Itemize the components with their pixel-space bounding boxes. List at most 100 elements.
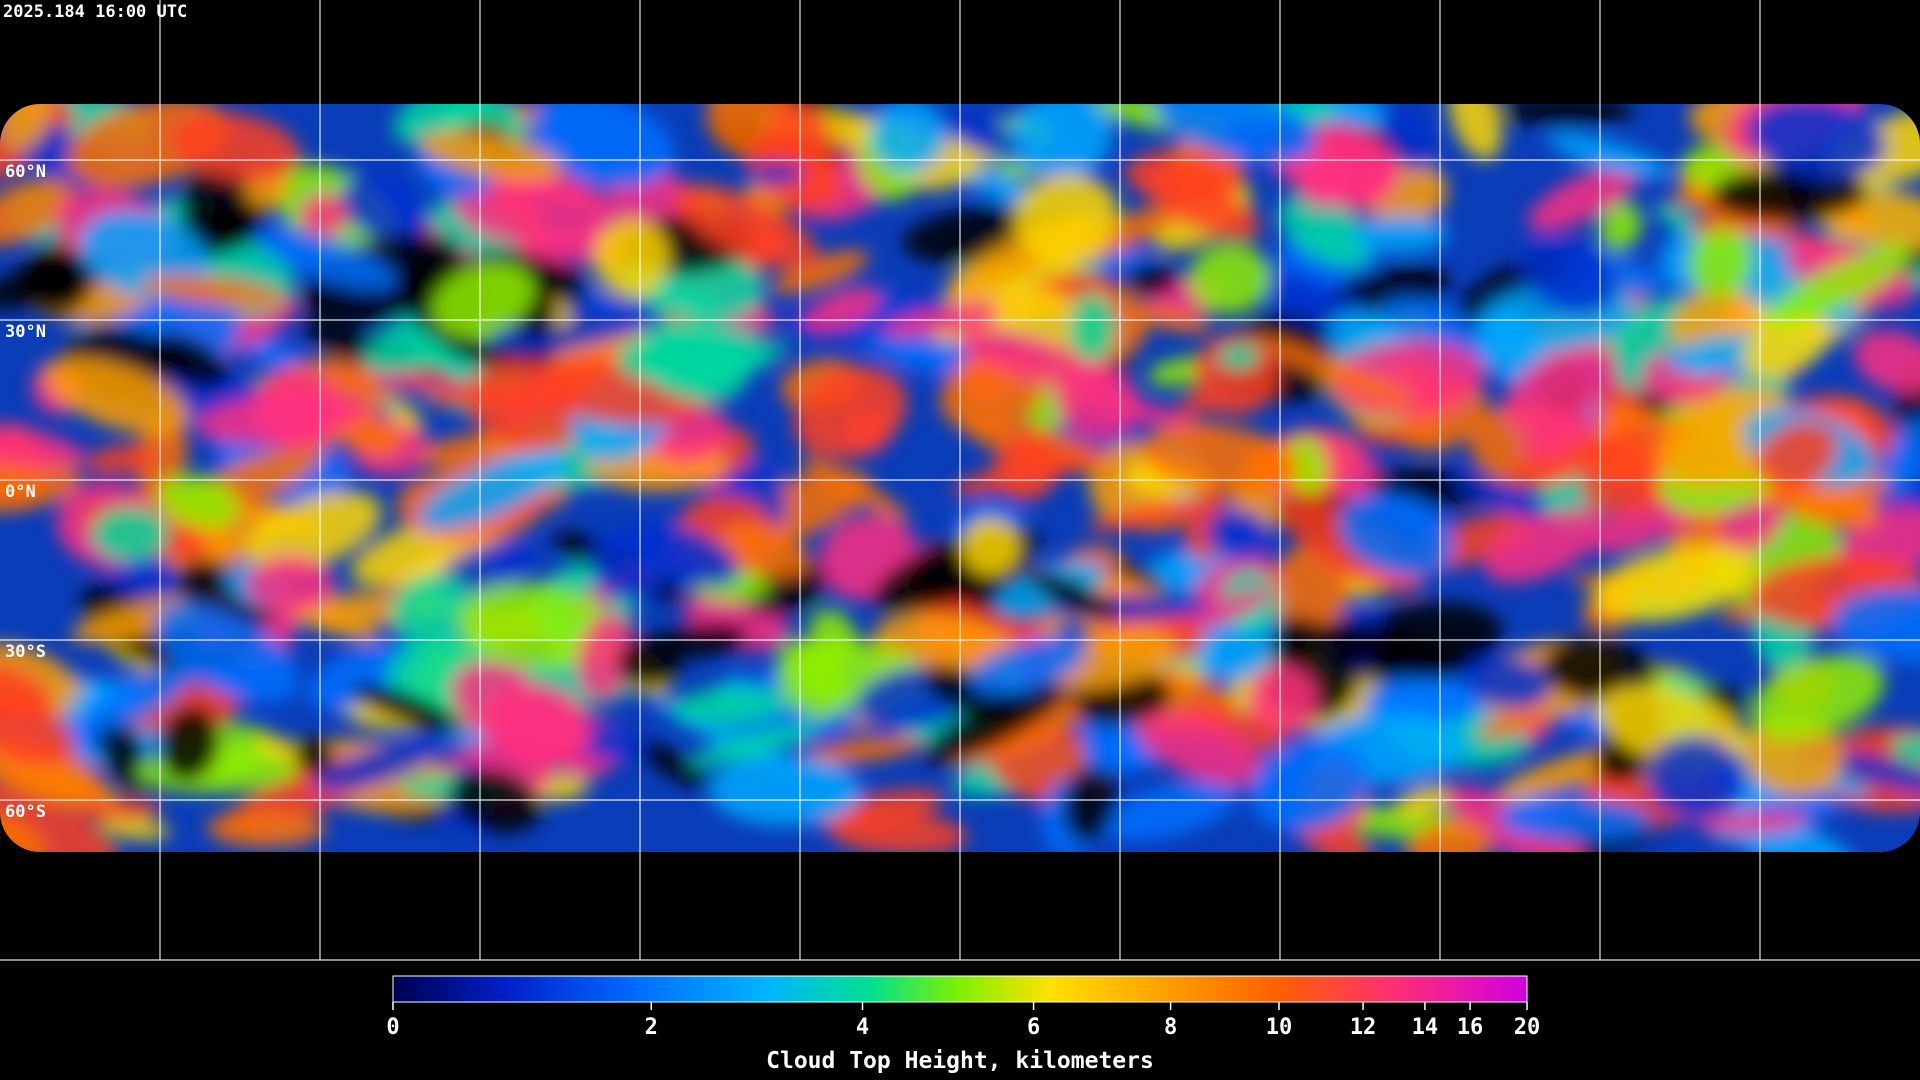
latitude-label: 60°S xyxy=(5,802,46,822)
cloud-blob xyxy=(576,611,636,701)
cloud-blob xyxy=(1381,104,1434,171)
cloud-blob xyxy=(1755,421,1838,490)
cloud-blob xyxy=(1499,104,1635,126)
cloud-blob xyxy=(158,706,221,782)
latitude-label: 0°N xyxy=(5,482,36,502)
cloud-blob xyxy=(452,167,613,249)
cloud-blob xyxy=(150,333,229,388)
timestamp: 2025.184 16:00 UTC xyxy=(3,2,187,22)
cloud-blob xyxy=(529,104,675,188)
cloud-blob xyxy=(777,638,846,721)
cloud-blob xyxy=(85,444,160,475)
cloud-blob xyxy=(1143,171,1261,240)
cloud-blob xyxy=(81,663,194,733)
cloud-blob xyxy=(923,665,1019,720)
colorbar-tick-label: 0 xyxy=(386,1015,399,1040)
cloud-blob xyxy=(1496,796,1651,843)
cloud-blob xyxy=(134,420,188,491)
cloud-blob xyxy=(312,738,443,793)
cloud-blob xyxy=(486,682,591,767)
cloud-blob xyxy=(960,517,1021,576)
cloud-blob xyxy=(75,797,162,821)
cloud-blob xyxy=(293,736,334,775)
cloud-blob xyxy=(256,227,397,291)
cloud-blob xyxy=(1746,104,1887,180)
cloud-blob xyxy=(1128,304,1212,333)
cloud-blob xyxy=(617,635,682,689)
cloud-blob xyxy=(1352,216,1449,254)
cloud-blob xyxy=(1011,104,1113,179)
colorbar-tick-label: 10 xyxy=(1266,1015,1293,1040)
cloud-blob xyxy=(670,686,790,726)
cloud-blob xyxy=(0,422,86,468)
cloud-blob xyxy=(1188,243,1272,315)
cloud-blob xyxy=(1646,735,1747,820)
cloud-blob xyxy=(154,602,299,704)
cloud-blob xyxy=(1068,292,1116,363)
cloud-blob xyxy=(1406,819,1492,852)
cloud-blob xyxy=(1688,227,1753,298)
cloud-blob xyxy=(1853,329,1920,395)
colorbar-title: Cloud Top Height, kilometers xyxy=(766,1048,1154,1074)
cloud-blob xyxy=(1137,712,1266,786)
cloud-blob xyxy=(1593,543,1757,623)
cloud-blob xyxy=(674,184,819,269)
cloud-blob xyxy=(246,554,335,614)
cloud-blob xyxy=(708,755,862,827)
cloud-blob xyxy=(1217,342,1261,370)
cloud-blob xyxy=(0,178,76,247)
colorbar-tick-label: 4 xyxy=(856,1015,869,1040)
cloud-blob xyxy=(1082,745,1161,774)
cloud-blob xyxy=(1599,202,1643,251)
cloud-blob xyxy=(458,581,614,670)
cloud-blob xyxy=(636,741,715,790)
cloud-blob xyxy=(1479,707,1548,739)
cloud-blob xyxy=(417,449,570,532)
cloud-blob xyxy=(141,274,286,308)
cloud-blob xyxy=(593,218,670,298)
cloud-blob xyxy=(244,491,382,574)
cloud-blob xyxy=(1247,664,1319,737)
cloud-blob xyxy=(1028,571,1116,619)
cloud-blob xyxy=(1503,346,1619,431)
cloud-blob xyxy=(802,286,881,333)
cloud-blob xyxy=(803,736,923,764)
cloud-blob xyxy=(1013,173,1120,263)
cloud-blob xyxy=(689,724,818,767)
cloud-blob xyxy=(1206,508,1271,561)
cloud-blob xyxy=(1155,104,1317,164)
cloud-blob xyxy=(24,244,93,315)
cloud-blob xyxy=(95,713,150,792)
colorbar-tick-label: 2 xyxy=(645,1015,658,1040)
cloud-blob xyxy=(968,636,1088,696)
cloud-blob xyxy=(1328,340,1486,419)
cloud-blob xyxy=(1890,733,1920,766)
cloud-blob xyxy=(1285,435,1327,494)
cloud-blob xyxy=(419,130,563,182)
cloud-blob xyxy=(168,112,301,182)
cloud-blob xyxy=(1450,472,1559,525)
cloud-blob xyxy=(206,808,326,848)
latitude-labels: 60°N 30°N 0°N 30°S 60°S xyxy=(5,162,46,822)
cloud-blob xyxy=(392,104,493,145)
cloud-blob xyxy=(1750,654,1885,739)
colorbar-tick-label: 14 xyxy=(1412,1015,1439,1040)
cloud-blob xyxy=(1180,701,1285,751)
colorbar-tick-label: 16 xyxy=(1457,1015,1484,1040)
colorbar: Cloud Top Height, kilometers 0 2 4 6 8 10 12 14… xyxy=(386,975,1540,1074)
cloud-blob xyxy=(1710,165,1868,222)
cloud-blob xyxy=(771,250,870,295)
cloud-blob xyxy=(1251,334,1415,407)
cloud-blob xyxy=(0,104,51,152)
cloud-blob xyxy=(721,521,810,579)
colorbar-ramp xyxy=(392,975,1528,1003)
cloud-blob xyxy=(90,505,170,562)
cloud-blob xyxy=(0,782,119,852)
colorbar-tick-label: 6 xyxy=(1027,1015,1040,1040)
cloud-blob xyxy=(1521,413,1585,459)
latitude-label: 30°N xyxy=(5,322,46,342)
cloud-blob xyxy=(44,357,190,435)
cloud-blob xyxy=(1125,262,1177,296)
cloud-blob xyxy=(800,456,909,521)
cloud-blob xyxy=(1297,821,1375,852)
